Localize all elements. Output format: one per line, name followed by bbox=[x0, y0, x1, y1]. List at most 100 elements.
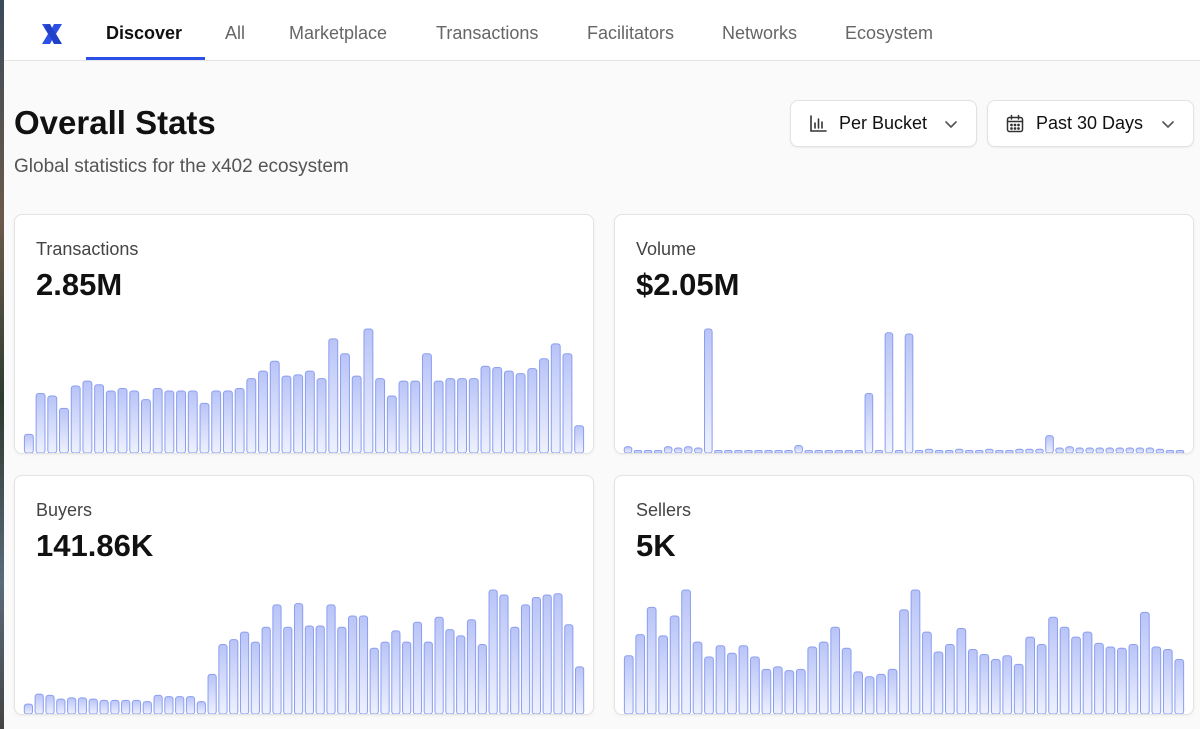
chart-bar[interactable] bbox=[974, 450, 984, 453]
chart-bar[interactable] bbox=[1002, 655, 1013, 714]
tab-networks[interactable]: Networks bbox=[722, 23, 798, 43]
chart-bar[interactable] bbox=[1094, 642, 1104, 714]
chart-bar[interactable] bbox=[830, 626, 841, 714]
chart-bar[interactable] bbox=[152, 388, 163, 453]
chart-bar[interactable] bbox=[402, 641, 412, 714]
chart-bar[interactable] bbox=[633, 450, 643, 453]
volume-card[interactable]: Volume $2.05M bbox=[614, 214, 1194, 454]
chart-bar[interactable] bbox=[410, 380, 421, 453]
chart-bar[interactable] bbox=[315, 625, 325, 714]
chart-bar[interactable] bbox=[140, 399, 151, 453]
chart-bar[interactable] bbox=[764, 450, 773, 453]
chart-bar[interactable] bbox=[864, 392, 874, 453]
chart-bar[interactable] bbox=[211, 390, 222, 453]
chart-bar[interactable] bbox=[23, 703, 34, 714]
chart-bar[interactable] bbox=[844, 450, 854, 453]
chart-bar[interactable] bbox=[77, 697, 88, 714]
chart-bar[interactable] bbox=[692, 641, 703, 714]
chart-bar[interactable] bbox=[510, 626, 520, 714]
chart-bar[interactable] bbox=[531, 596, 541, 714]
chart-bar[interactable] bbox=[1174, 658, 1185, 714]
chart-bar[interactable] bbox=[772, 666, 783, 714]
tab-discover[interactable]: Discover bbox=[106, 23, 183, 43]
chart-bar[interactable] bbox=[445, 378, 456, 453]
chart-bar[interactable] bbox=[281, 375, 292, 453]
chart-bar[interactable] bbox=[340, 353, 350, 453]
bucket-dropdown[interactable]: Per Bucket bbox=[790, 100, 977, 147]
chart-bar[interactable] bbox=[1162, 649, 1173, 714]
x402-logo-icon[interactable] bbox=[40, 22, 64, 46]
chart-bar[interactable] bbox=[1128, 644, 1139, 714]
chart-bar[interactable] bbox=[67, 697, 77, 714]
chart-bar[interactable] bbox=[222, 390, 233, 453]
chart-bar[interactable] bbox=[433, 380, 444, 453]
chart-bar[interactable] bbox=[899, 609, 909, 714]
chart-bar[interactable] bbox=[1065, 446, 1074, 453]
chart-bar[interactable] bbox=[673, 447, 683, 453]
chart-bar[interactable] bbox=[954, 448, 964, 453]
chart-bar[interactable] bbox=[488, 589, 498, 714]
chart-bar[interactable] bbox=[527, 368, 538, 453]
chart-bar[interactable] bbox=[117, 388, 128, 453]
chart-bar[interactable] bbox=[1045, 435, 1054, 453]
chart-bar[interactable] bbox=[1036, 644, 1047, 714]
chart-bar[interactable] bbox=[1035, 448, 1044, 453]
chart-bar[interactable] bbox=[246, 378, 257, 453]
chart-bar[interactable] bbox=[105, 390, 116, 453]
chart-bar[interactable] bbox=[56, 698, 66, 714]
chart-bar[interactable] bbox=[727, 652, 737, 714]
chart-bar[interactable] bbox=[814, 450, 824, 453]
chart-bar[interactable] bbox=[681, 589, 691, 714]
chart-bar[interactable] bbox=[853, 671, 863, 714]
chart-bar[interactable] bbox=[734, 450, 743, 453]
chart-bar[interactable] bbox=[59, 407, 69, 453]
chart-bar[interactable] bbox=[1125, 447, 1135, 453]
chart-bar[interactable] bbox=[738, 645, 749, 714]
chart-bar[interactable] bbox=[337, 626, 347, 714]
chart-bar[interactable] bbox=[1175, 450, 1185, 453]
chart-bar[interactable] bbox=[553, 593, 563, 714]
chart-bar[interactable] bbox=[176, 390, 187, 453]
chart-bar[interactable] bbox=[1005, 450, 1014, 453]
chart-bar[interactable] bbox=[293, 603, 304, 714]
chart-bar[interactable] bbox=[834, 450, 844, 453]
chart-bar[interactable] bbox=[207, 673, 217, 714]
chart-bar[interactable] bbox=[499, 594, 509, 714]
chart-bar[interactable] bbox=[456, 635, 466, 714]
chart-bar[interactable] bbox=[218, 644, 228, 714]
chart-bar[interactable] bbox=[466, 619, 477, 714]
chart-bar[interactable] bbox=[658, 635, 668, 714]
chart-bar[interactable] bbox=[894, 450, 904, 453]
chart-bar[interactable] bbox=[693, 447, 703, 453]
chart-bar[interactable] bbox=[979, 653, 990, 714]
chart-bar[interactable] bbox=[956, 627, 967, 714]
chart-bar[interactable] bbox=[663, 446, 673, 453]
chart-bar[interactable] bbox=[164, 390, 175, 453]
chart-bar[interactable] bbox=[724, 450, 733, 453]
chart-bar[interactable] bbox=[807, 646, 818, 714]
chart-bar[interactable] bbox=[669, 615, 680, 714]
chart-bar[interactable] bbox=[562, 353, 573, 453]
chart-bar[interactable] bbox=[904, 333, 914, 453]
chart-bar[interactable] bbox=[874, 450, 884, 453]
chart-bar[interactable] bbox=[990, 658, 1001, 714]
chart-bar[interactable] bbox=[380, 641, 390, 714]
chart-bar[interactable] bbox=[283, 626, 293, 714]
chart-bar[interactable] bbox=[445, 629, 455, 714]
chart-bar[interactable] bbox=[1075, 447, 1084, 453]
chart-bar[interactable] bbox=[99, 699, 109, 714]
chart-bar[interactable] bbox=[229, 639, 239, 714]
chart-bar[interactable] bbox=[423, 641, 433, 714]
chart-bar[interactable] bbox=[623, 446, 633, 453]
chart-bar[interactable] bbox=[714, 450, 723, 453]
chart-bar[interactable] bbox=[175, 696, 185, 714]
chart-bar[interactable] bbox=[94, 384, 105, 453]
chart-bar[interactable] bbox=[434, 616, 444, 714]
chart-bar[interactable] bbox=[164, 696, 174, 714]
chart-bar[interactable] bbox=[391, 630, 401, 714]
chart-bar[interactable] bbox=[1025, 636, 1036, 714]
chart-bar[interactable] bbox=[1055, 447, 1064, 453]
chart-bar[interactable] bbox=[153, 694, 163, 714]
chart-bar[interactable] bbox=[794, 445, 803, 453]
tab-all[interactable]: All bbox=[225, 23, 246, 43]
